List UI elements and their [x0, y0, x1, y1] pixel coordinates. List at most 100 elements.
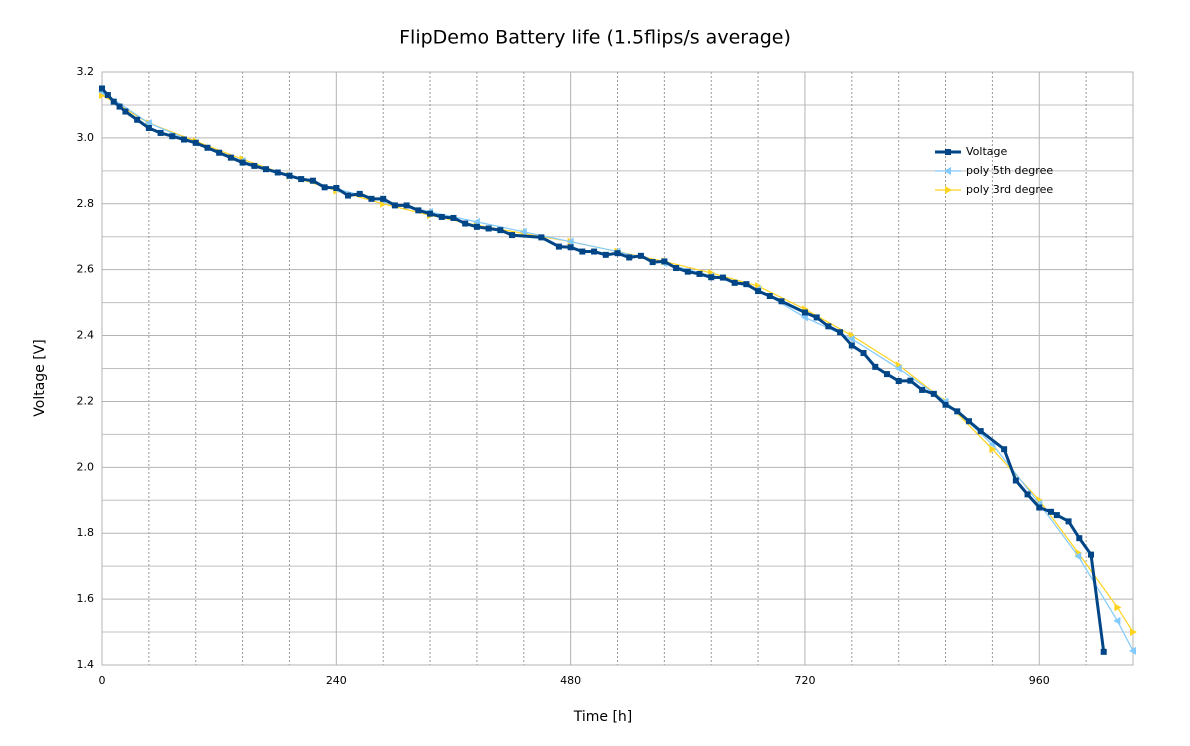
- marker: [708, 274, 715, 281]
- marker: [134, 116, 141, 123]
- marker: [145, 125, 152, 132]
- marker: [1129, 646, 1136, 655]
- marker: [1012, 477, 1019, 484]
- marker: [99, 85, 105, 92]
- marker: [614, 250, 621, 257]
- marker: [591, 248, 598, 255]
- y-tick-label: 2.6: [77, 263, 95, 276]
- y-axis-title: Voltage [V]: [32, 339, 48, 416]
- y-tick-label: 1.8: [77, 526, 95, 539]
- marker: [415, 207, 422, 214]
- legend: Voltage poly 5th degree poly 3rd degree: [935, 145, 1053, 196]
- marker: [602, 251, 609, 258]
- marker: [204, 144, 211, 151]
- marker: [380, 195, 387, 202]
- marker: [438, 213, 445, 220]
- marker: [1024, 491, 1031, 498]
- marker: [1053, 512, 1060, 519]
- marker: [192, 139, 199, 146]
- marker: [519, 227, 527, 236]
- marker: [403, 202, 410, 209]
- marker: [954, 408, 961, 415]
- y-tick-label: 2.8: [77, 197, 95, 210]
- marker: [286, 172, 293, 179]
- marker: [1047, 508, 1054, 515]
- marker: [930, 390, 937, 397]
- marker: [239, 159, 246, 166]
- x-tick-label: 0: [99, 674, 106, 687]
- marker: [731, 279, 738, 286]
- marker: [462, 220, 469, 227]
- marker: [169, 133, 176, 140]
- marker: [801, 309, 808, 316]
- plot-frame: [101, 71, 1134, 666]
- marker: [813, 314, 820, 321]
- marker: [497, 227, 504, 234]
- marker: [872, 363, 879, 370]
- x-tick-label: 240: [326, 674, 347, 687]
- marker: [538, 234, 545, 241]
- marker: [919, 386, 926, 393]
- marker: [1100, 648, 1107, 655]
- marker: [977, 428, 984, 435]
- marker: [157, 129, 164, 136]
- marker: [391, 202, 398, 209]
- marker: [755, 288, 762, 295]
- marker: [251, 162, 258, 169]
- marker: [989, 445, 997, 454]
- marker: [181, 136, 188, 143]
- marker: [356, 190, 363, 197]
- marker: [825, 323, 832, 330]
- y-tick-label: 1.6: [77, 592, 95, 605]
- marker: [509, 232, 516, 239]
- marker: [1076, 535, 1083, 542]
- marker: [944, 167, 951, 175]
- marker: [942, 401, 949, 408]
- marker: [104, 92, 111, 99]
- marker: [227, 154, 234, 161]
- y-tick-label: 2.2: [77, 394, 95, 407]
- marker: [1113, 616, 1121, 625]
- marker: [837, 329, 844, 336]
- marker: [122, 108, 129, 115]
- marker: [274, 169, 281, 176]
- x-tick-label: 480: [560, 674, 581, 687]
- marker: [883, 371, 890, 378]
- marker: [579, 248, 586, 255]
- marker: [684, 268, 691, 275]
- legend-label: Voltage: [966, 145, 1007, 158]
- marker: [116, 103, 123, 110]
- marker: [567, 244, 574, 251]
- marker: [945, 149, 951, 155]
- marker: [110, 98, 117, 105]
- marker: [661, 258, 668, 265]
- marker: [907, 377, 914, 384]
- marker: [450, 214, 457, 221]
- marker: [216, 149, 223, 156]
- marker: [1036, 504, 1043, 511]
- marker: [1114, 603, 1122, 612]
- marker: [298, 176, 305, 183]
- marker: [1130, 628, 1137, 637]
- marker: [1088, 551, 1095, 558]
- marker: [673, 265, 680, 272]
- marker: [696, 270, 703, 277]
- marker: [321, 184, 328, 191]
- marker: [649, 259, 656, 266]
- marker: [368, 195, 375, 202]
- marker: [555, 243, 562, 250]
- y-tick-label: 2.0: [77, 460, 95, 473]
- marker: [473, 223, 480, 230]
- y-tick-label: 3.0: [77, 131, 95, 144]
- marker: [847, 334, 855, 343]
- marker: [895, 378, 902, 385]
- marker: [309, 177, 316, 184]
- marker: [485, 225, 492, 232]
- marker: [626, 254, 633, 261]
- marker: [894, 364, 902, 373]
- marker: [566, 237, 574, 246]
- x-axis-title: Time [h]: [573, 709, 633, 725]
- marker: [1065, 518, 1072, 525]
- marker: [778, 298, 785, 305]
